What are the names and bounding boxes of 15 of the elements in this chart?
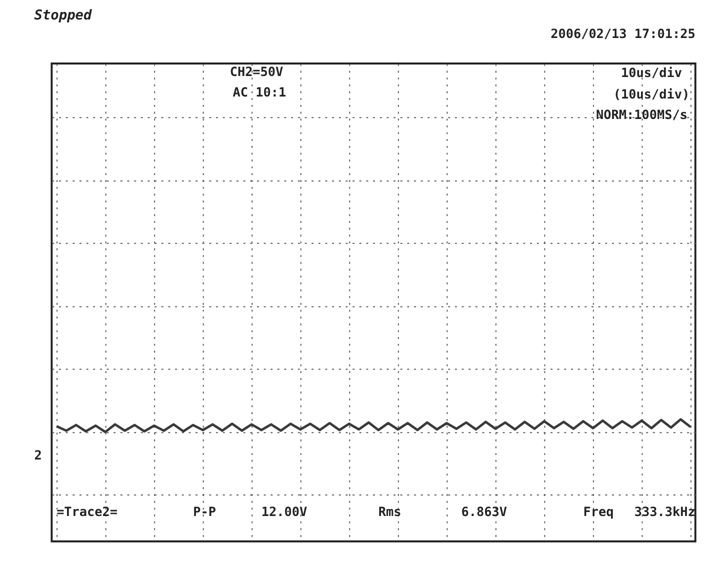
text: NORM:100MS/s [596, 107, 688, 122]
chart-title: Stopped [34, 8, 92, 24]
text: 2006/02/13 17:01:25 [550, 26, 696, 42]
text: 2 [34, 447, 42, 462]
text: P-P [193, 504, 216, 519]
text: Freq [583, 504, 614, 519]
text: Rms [378, 504, 402, 519]
text: 6.863V [461, 504, 508, 519]
text: 10us/div [621, 65, 682, 80]
text: 333.3kHz [634, 504, 696, 519]
text: =Trace2= [56, 504, 118, 519]
text: CH2=50V [230, 64, 284, 80]
text: (10us/div) [613, 86, 690, 102]
text: AC 10:1 [232, 84, 286, 100]
text: 12.00V [261, 504, 308, 519]
